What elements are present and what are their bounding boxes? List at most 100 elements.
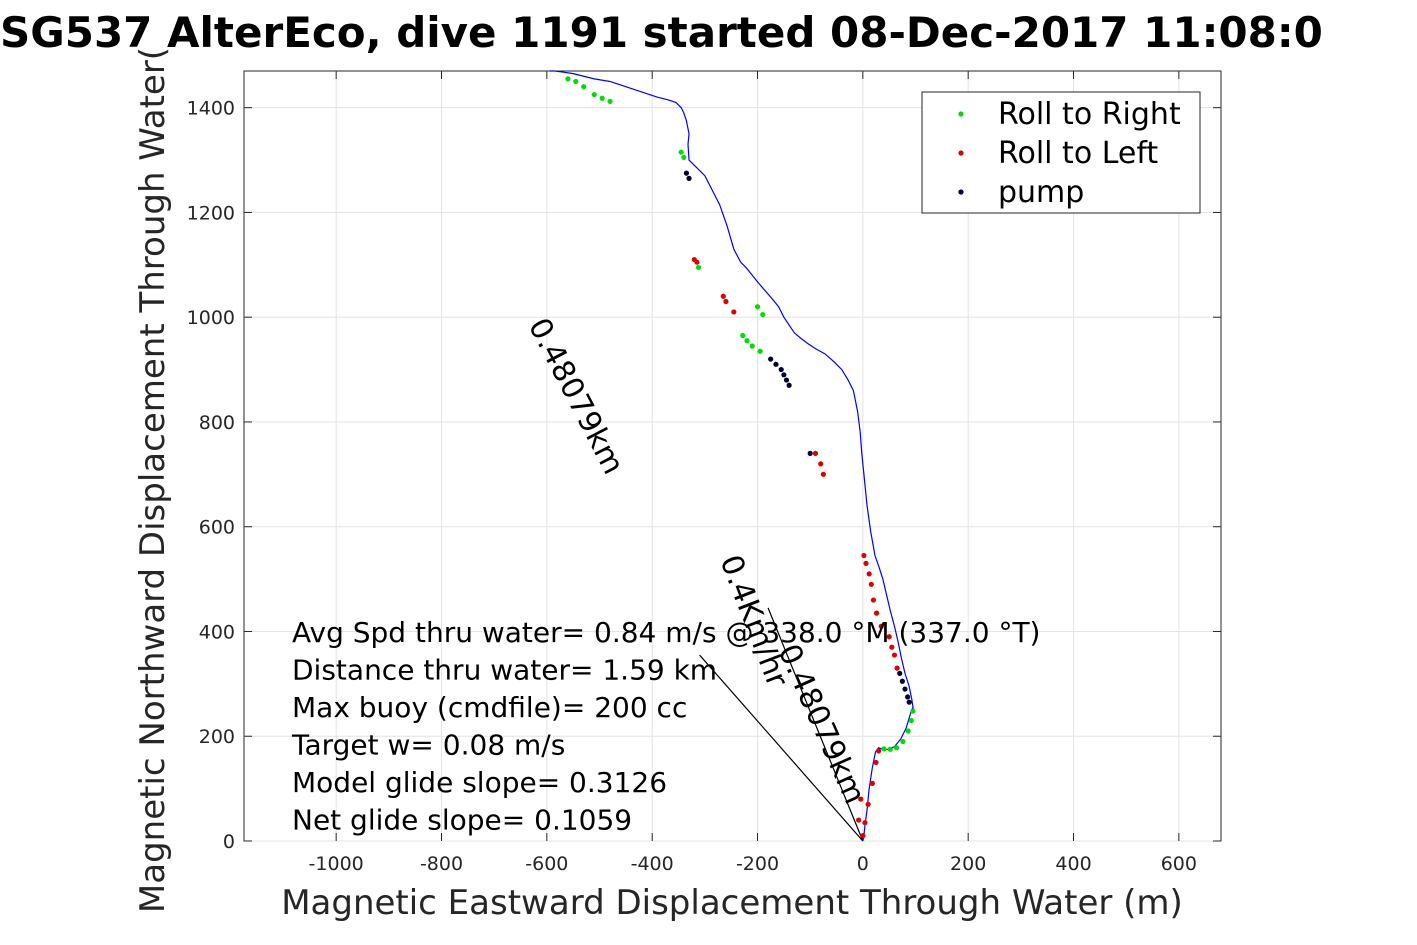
annotation-line-4: Model glide slope= 0.3126 [292, 766, 667, 799]
x-tick-label-6: 200 [950, 853, 986, 875]
roll-to-left-point-16 [889, 644, 895, 650]
roll-to-left-point-17 [891, 652, 898, 658]
roll-to-left-point-4 [873, 759, 879, 766]
pump-point-13 [807, 450, 813, 456]
legend-label-pump: pump [998, 175, 1084, 210]
x-tick-label-4: -200 [736, 853, 779, 875]
x-tick-label-7: 400 [1055, 853, 1091, 875]
legend-marker-roll-to-right [958, 111, 964, 117]
roll-to-right-point-18 [681, 154, 687, 161]
y-tick-label-2: 400 [199, 621, 235, 643]
x-tick-label-2: -600 [525, 853, 568, 875]
dive-track [549, 70, 915, 842]
pump-point-8 [897, 670, 903, 676]
roll-to-left-point-14 [878, 623, 884, 629]
roll-to-left-point-9 [863, 560, 869, 566]
roll-to-left-point-24 [720, 293, 726, 299]
roll-to-left-point-8 [861, 552, 867, 559]
y-tick-label-0: 0 [223, 831, 235, 853]
roll-to-right-point-19 [695, 264, 702, 271]
y-tick-label-1: 200 [199, 726, 235, 748]
x-tick-label-3: -400 [631, 853, 674, 875]
pump-point-1 [686, 175, 692, 181]
legend-box [921, 91, 1201, 214]
legend: Roll to Right Roll to Left pump [921, 91, 1201, 214]
legend-marker-roll-to-left [958, 150, 964, 156]
roll-to-left-point-6 [856, 817, 862, 823]
roll-to-left-point-1 [862, 820, 868, 826]
roll-to-left-point-5 [876, 748, 882, 754]
annotation-line-5: Net glide slope= 0.1059 [292, 804, 632, 837]
x-tick-label-1: -800 [420, 853, 463, 875]
roll-to-right-point-4 [905, 728, 911, 734]
roll-to-right-point-1 [887, 746, 893, 752]
roll-to-left-point-7 [858, 796, 864, 802]
pump-point-5 [781, 372, 787, 378]
annotation-line-3: Target w= 0.08 m/s [291, 729, 565, 762]
roll-to-right-point-17 [678, 149, 684, 155]
roll-to-left-point-23 [694, 259, 700, 265]
current-vector-lines [699, 607, 864, 842]
roll-to-right-point-2 [893, 745, 900, 751]
roll-to-right-point-7 [740, 332, 746, 339]
pump-point-4 [778, 366, 784, 373]
pump-point-11 [905, 694, 911, 700]
roll-to-left-point-18 [894, 665, 900, 671]
roll-to-left-point-13 [873, 610, 880, 616]
pump-point-9 [899, 678, 905, 684]
roll-to-right-point-15 [599, 95, 605, 101]
roll-to-right-point-12 [573, 78, 579, 85]
roll-to-left-point-11 [868, 581, 874, 587]
pump-point-10 [902, 686, 908, 692]
roll-to-left-point-19 [812, 450, 819, 456]
roll-to-right-point-0 [881, 746, 887, 752]
x-axis-label: Magnetic Eastward Displacement Through W… [281, 883, 1183, 923]
pump-point-12 [906, 699, 912, 705]
roll-to-left-point-25 [723, 298, 729, 305]
roll-to-left-point-21 [820, 471, 826, 477]
axis-ticks: -1000 -800 -600 -400 -200 0 200 400 600 0 200 400 60… [187, 71, 1221, 875]
roll-to-right-point-11 [565, 76, 571, 82]
y-tick-label-7: 1400 [187, 98, 235, 120]
pump-point-0 [683, 170, 690, 176]
roll-to-left-point-10 [866, 571, 872, 577]
y-tick-label-3: 600 [199, 517, 235, 539]
series-markers [565, 76, 916, 839]
roll-to-left-point-12 [870, 597, 876, 603]
pump-point-7 [786, 382, 792, 388]
annotation-line-1: Distance thru water= 1.59 km [292, 654, 717, 687]
roll-to-right-point-21 [760, 311, 766, 318]
y-tick-label-5: 1000 [187, 307, 235, 329]
y-tick-label-6: 1200 [187, 202, 235, 224]
roll-to-right-point-16 [607, 98, 613, 104]
roll-to-left-point-26 [731, 309, 737, 315]
roll-to-left-point-20 [818, 461, 824, 467]
current-vector-line-1 [767, 607, 864, 842]
roll-to-right-point-3 [900, 738, 906, 745]
x-tick-label-8: 600 [1161, 853, 1197, 875]
y-tick-label-4: 800 [199, 412, 235, 434]
legend-label-roll-to-right: Roll to Right [998, 97, 1181, 132]
pump-point-6 [783, 377, 790, 383]
roll-to-right-point-20 [754, 304, 761, 310]
track-line [549, 70, 915, 842]
current-vector-line-2 [699, 654, 864, 842]
x-tick-label-0: -1000 [309, 853, 364, 875]
roll-to-right-point-13 [581, 84, 587, 90]
roll-to-left-point-0 [860, 833, 866, 839]
roll-to-right-point-5 [908, 717, 914, 724]
roll-to-left-point-2 [865, 801, 871, 807]
dive-annotations: Avg Spd thru water= 0.84 m/s @ 338.0 °M … [291, 616, 1040, 837]
legend-marker-pump [958, 189, 964, 195]
y-axis-label: Magnetic Northward Displacement Through … [133, 47, 173, 913]
x-tick-label-5: 0 [857, 853, 869, 875]
pump-point-2 [768, 356, 774, 362]
roll-to-right-point-10 [757, 348, 763, 354]
roll-to-right-point-8 [744, 338, 750, 344]
roll-to-right-point-9 [749, 343, 755, 349]
chart-title: SG537 AlterEco, dive 1191 started 08-Dec… [0, 8, 1323, 57]
annotation-line-0: Avg Spd thru water= 0.84 m/s @ 338.0 °M … [292, 616, 1040, 649]
roll-to-right-point-6 [910, 708, 916, 714]
roll-to-left-point-3 [869, 780, 875, 786]
